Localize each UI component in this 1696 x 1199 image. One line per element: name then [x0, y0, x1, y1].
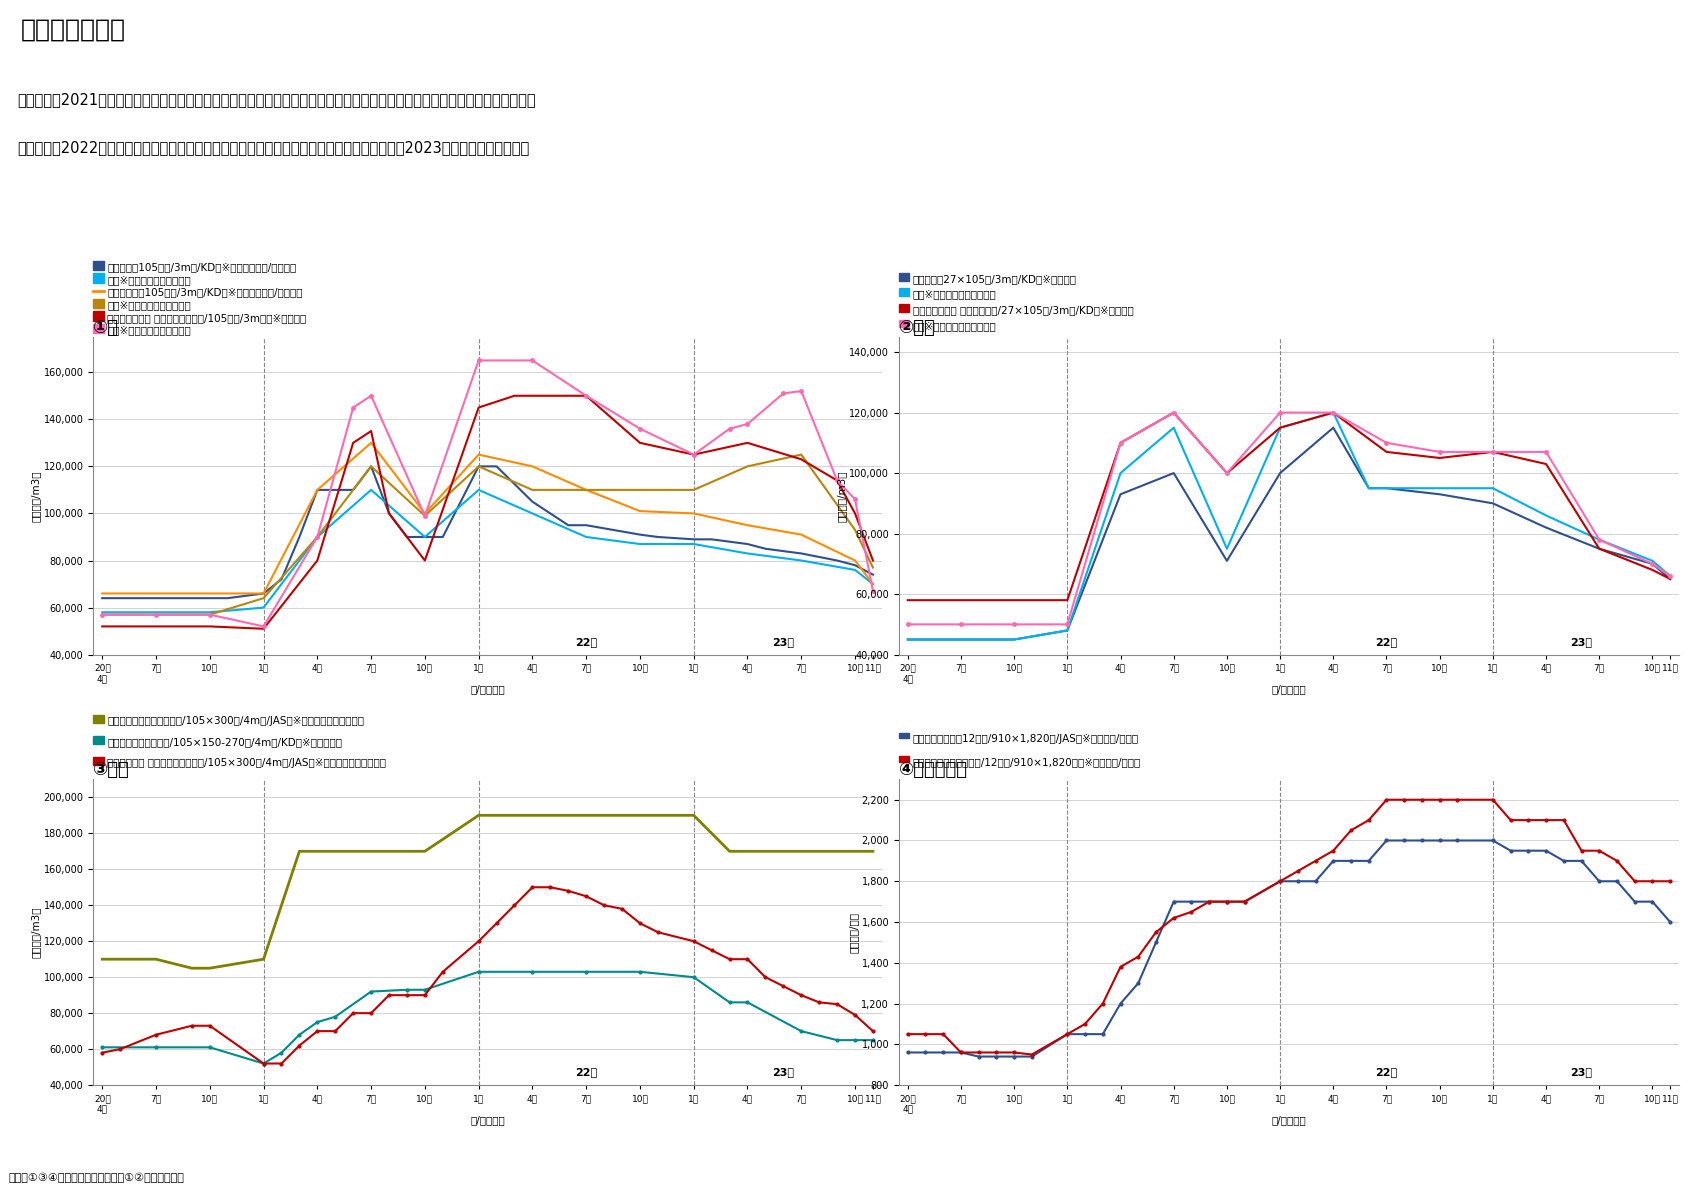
- Text: 令和４（2022）年以降、柱、間柱、平角の価格は下落傾向。構造用合板の価格は、令和５（2023）年以降、下落傾向。: 令和４（2022）年以降、柱、間柱、平角の価格は下落傾向。構造用合板の価格は、令…: [17, 140, 529, 155]
- Text: ①柱: ①柱: [93, 319, 119, 337]
- Bar: [93, 758, 103, 765]
- Text: 23年: 23年: [1570, 637, 1593, 646]
- Text: 米マツ平角（国内生産/105×150-270㎜/4m長/KD）※関東問屋着: 米マツ平角（国内生産/105×150-270㎜/4m長/KD）※関東問屋着: [107, 737, 343, 747]
- Text: 4: 4: [1650, 1165, 1665, 1185]
- Bar: [899, 273, 909, 281]
- Text: ④構造用合板: ④構造用合板: [899, 761, 968, 779]
- Text: ホワイトウッド 集成管柱（欧州産/105㎜角/3m長）※京浜市場: ホワイトウッド 集成管柱（欧州産/105㎜角/3m長）※京浜市場: [107, 313, 307, 323]
- Bar: [93, 312, 103, 320]
- Bar: [899, 305, 909, 312]
- Bar: [899, 733, 909, 739]
- Text: 米マツ集成平角（国内生産/105×300㎜/4m長/JAS）※関東プレカット工場着: 米マツ集成平角（国内生産/105×300㎜/4m長/JAS）※関東プレカット工場…: [107, 717, 365, 727]
- X-axis label: 年/月（週）: 年/月（週）: [1272, 1115, 1306, 1125]
- Text: スギ柱角（105㎜角/3m長/KD）※関東市売市場/置場渡し: スギ柱角（105㎜角/3m長/KD）※関東市売市場/置場渡し: [107, 263, 297, 272]
- Text: 国産針葉樹合板（12㎜厚/910×1,820㎜/JAS）※関東市場/問屋着: 国産針葉樹合板（12㎜厚/910×1,820㎜/JAS）※関東市場/問屋着: [912, 734, 1140, 743]
- Bar: [93, 261, 103, 270]
- Text: 〃　※関東プレカット工場着: 〃 ※関東プレカット工場着: [912, 290, 997, 300]
- Text: 23年: 23年: [772, 637, 794, 646]
- Text: ③平角: ③平角: [93, 761, 131, 779]
- X-axis label: 年/月（週）: 年/月（週）: [470, 1115, 505, 1125]
- Text: 22年: 22年: [575, 1067, 597, 1078]
- Text: 資料：①③④木材建材ウイクリー、①②日刊木材新聞: 資料：①③④木材建材ウイクリー、①②日刊木材新聞: [8, 1173, 185, 1183]
- Text: ヒノキ柱角（105㎜角/3m長/KD）※関東市売市場/置場渡し: ヒノキ柱角（105㎜角/3m長/KD）※関東市売市場/置場渡し: [107, 288, 304, 297]
- Text: 22年: 22年: [1375, 637, 1398, 646]
- X-axis label: 年/月（週）: 年/月（週）: [1272, 685, 1306, 694]
- Text: 22年: 22年: [575, 637, 597, 646]
- Text: ・令和３（2021）年は、世界的な木材需要の高まり等により輸入材製品価格が高騰し、代替需要により国産材製品価格も上昇。: ・令和３（2021）年は、世界的な木材需要の高まり等により輸入材製品価格が高騰し…: [17, 92, 536, 107]
- Text: 〃　※関東プレカット工場着: 〃 ※関東プレカット工場着: [107, 275, 192, 285]
- Bar: [93, 736, 103, 743]
- Text: 23年: 23年: [1570, 1067, 1593, 1078]
- X-axis label: 年/月（週）: 年/月（週）: [470, 685, 505, 694]
- Y-axis label: 価格（円/m3）: 価格（円/m3）: [836, 470, 846, 522]
- Bar: [899, 320, 909, 327]
- Text: ②間柱: ②間柱: [899, 319, 936, 337]
- Bar: [93, 299, 103, 308]
- Text: 23年: 23年: [772, 1067, 794, 1078]
- Text: 〃　※関東プレカット工場着: 〃 ※関東プレカット工場着: [107, 325, 192, 336]
- Text: ホワイトウッド 間柱（欧州産/27×105㎜/3m長/KD）※問屋卸し: ホワイトウッド 間柱（欧州産/27×105㎜/3m長/KD）※問屋卸し: [912, 306, 1133, 315]
- Text: レッドウッド 集成平角（国内生産/105×300㎜/4m長/JAS）※関東プレカット工場着: レッドウッド 集成平角（国内生産/105×300㎜/4m長/JAS）※関東プレカ…: [107, 759, 387, 769]
- Text: スギ間柱（27×105㎜/3m長/KD）※市売市場: スギ間柱（27×105㎜/3m長/KD）※市売市場: [912, 275, 1077, 284]
- Y-axis label: 価格（円/m3）: 価格（円/m3）: [31, 470, 41, 522]
- Text: 輸入合板（東南アジア産/12㎜厚/910×1,820㎜）※関東市場/問屋着: 輸入合板（東南アジア産/12㎜厚/910×1,820㎜）※関東市場/問屋着: [912, 757, 1141, 767]
- Text: 〃　※関東プレカット工場着: 〃 ※関東プレカット工場着: [107, 300, 192, 311]
- Bar: [899, 289, 909, 296]
- Text: （２）製品価格: （２）製品価格: [20, 18, 126, 42]
- Bar: [93, 324, 103, 333]
- Y-axis label: 価格（円/枚）: 価格（円/枚）: [848, 911, 858, 953]
- Bar: [93, 273, 103, 283]
- Text: 22年: 22年: [1375, 1067, 1398, 1078]
- Text: 〃　※関東プレカット工場着: 〃 ※関東プレカット工場着: [912, 321, 997, 331]
- Bar: [93, 715, 103, 723]
- Bar: [899, 757, 909, 761]
- Y-axis label: 価格（円/m3）: 価格（円/m3）: [31, 906, 41, 958]
